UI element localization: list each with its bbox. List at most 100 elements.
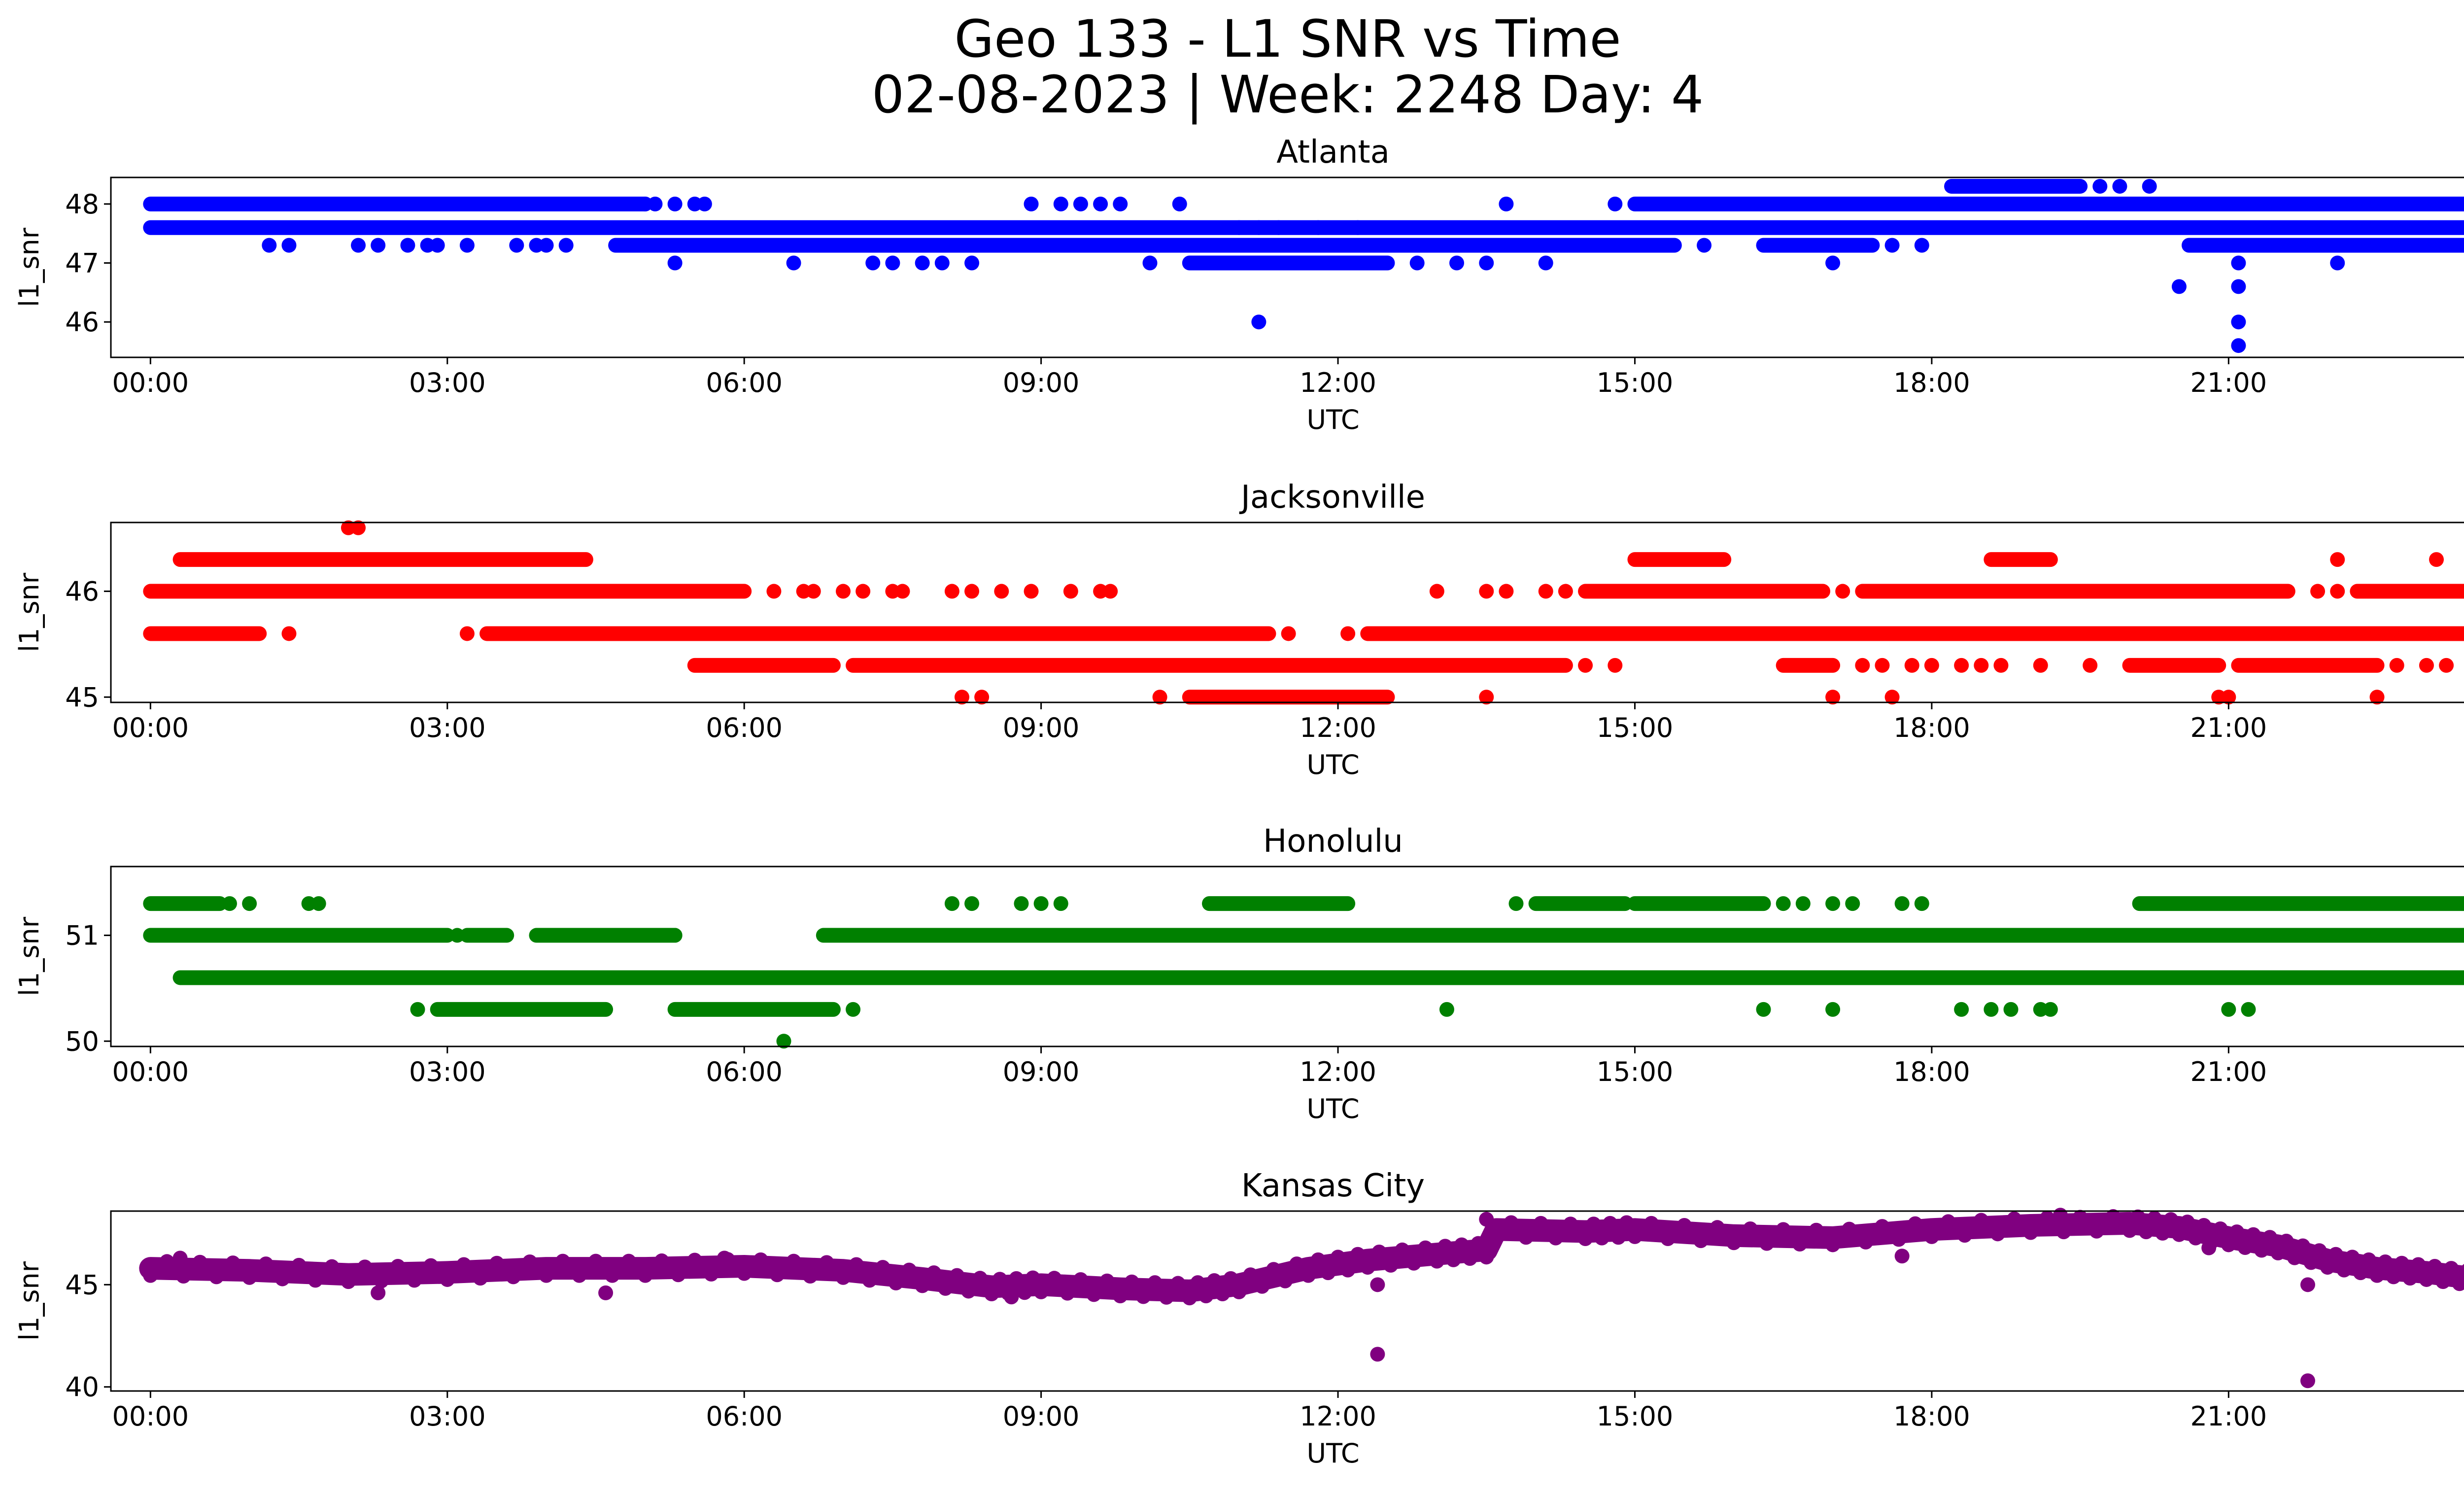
data-point [1047, 1271, 1062, 1286]
data-point [390, 1258, 406, 1274]
data-point [2262, 1230, 2277, 1245]
data-point [1406, 1255, 1421, 1271]
data-point [1429, 1253, 1444, 1269]
data-point [2389, 658, 2404, 673]
data-point [2171, 1227, 2187, 1242]
data-point [2246, 1227, 2261, 1242]
data-point [1340, 1262, 1356, 1278]
x-axis-label: UTC [1306, 1438, 1359, 1469]
data-point [1776, 896, 1791, 911]
data-point [172, 1251, 188, 1266]
data-point [766, 584, 782, 599]
data-point [1974, 658, 1989, 673]
data-point [1266, 1262, 1281, 1277]
data-point [1479, 255, 1494, 271]
data-point [1277, 1273, 1293, 1288]
data-point [687, 1252, 702, 1268]
data-marks [143, 178, 2464, 353]
data-point [2330, 552, 2345, 567]
data-point [2033, 658, 2048, 673]
data-point [1086, 1287, 1101, 1302]
data-point [1578, 1231, 1593, 1246]
data-point [849, 1257, 864, 1272]
data-point [1429, 584, 1444, 599]
data-point [262, 238, 277, 253]
data-point [1657, 970, 1672, 985]
data-point [1954, 1002, 1969, 1017]
y-tick-label: 45 [65, 682, 99, 713]
data-point [449, 928, 465, 943]
data-point [192, 1254, 207, 1270]
data-point [225, 1255, 240, 1271]
data-point [2188, 1230, 2203, 1246]
data-point [1608, 196, 1623, 211]
data-point [2229, 1224, 2245, 1240]
subplot-title: Honolulu [1263, 823, 1403, 860]
data-point [2320, 1260, 2335, 1275]
data-point [2394, 1255, 2409, 1271]
y-tick-label: 45 [65, 1269, 99, 1300]
y-axis-label: l1_snr [14, 916, 45, 996]
data-point [1370, 1347, 1385, 1362]
data-point [926, 1265, 942, 1281]
x-tick-label: 03:00 [409, 712, 486, 743]
data-point [1586, 1217, 1601, 1232]
data-point [1884, 238, 1900, 253]
data-point [2279, 1233, 2294, 1249]
data-point [954, 690, 969, 705]
data-point [2444, 1261, 2459, 1276]
data-point [994, 584, 1009, 599]
data-point [1845, 896, 1860, 911]
data-point [2300, 1277, 2315, 1292]
data-point [222, 896, 237, 911]
data-point [311, 896, 326, 911]
data-point [1743, 1221, 1758, 1236]
data-point [949, 1268, 964, 1283]
data-point [1608, 658, 1623, 673]
data-point [671, 1267, 686, 1283]
y-axis-label: l1_snr [14, 572, 45, 652]
data-point [1142, 255, 1158, 271]
data-point [1914, 896, 1929, 911]
data-point [1479, 1212, 1494, 1227]
x-tick-label: 09:00 [1003, 1056, 1080, 1087]
data-point [1025, 1270, 1040, 1286]
data-point [242, 1270, 257, 1285]
x-axis-label: UTC [1306, 1093, 1359, 1124]
data-point [972, 1271, 988, 1286]
data-point [717, 1251, 732, 1266]
y-tick-label: 51 [65, 920, 99, 951]
data-point [2171, 279, 2187, 294]
data-point [539, 238, 554, 253]
data-point [770, 1267, 785, 1283]
data-point [291, 1257, 307, 1273]
data-point [2112, 178, 2127, 194]
data-point [1454, 1237, 1470, 1252]
subplot-atlanta: Atlanta 00:00 03:00 06:00 09:00 12:00 15:00 18:… [14, 134, 2464, 435]
data-point [1499, 196, 1514, 211]
data-point [1073, 196, 1088, 211]
subplot-honolulu: Honolulu 00:00 03:00 06:00 09:00 12:00 15:00 18… [14, 823, 2464, 1124]
data-point [2419, 1272, 2434, 1287]
data-point [654, 1253, 669, 1268]
data-point [2083, 658, 2098, 673]
data-point [2056, 1224, 2071, 1240]
data-point [1017, 1285, 1032, 1300]
axes-frame [110, 522, 2464, 703]
x-tick-label: 06:00 [706, 1401, 783, 1432]
data-point [1152, 690, 1167, 705]
data-point [895, 584, 910, 599]
x-tick-label: 15:00 [1597, 712, 1674, 743]
x-axis-label: UTC [1306, 749, 1359, 780]
data-point [1792, 1237, 1808, 1252]
data-point [2427, 1258, 2442, 1274]
data-point [400, 238, 415, 253]
data-point [2336, 1262, 2352, 1278]
data-point [1103, 584, 1118, 599]
data-point [2330, 584, 2345, 599]
data-point [1697, 238, 1712, 253]
x-tick-label: 00:00 [112, 1056, 189, 1087]
x-tick-label: 00:00 [112, 712, 189, 743]
y-tick-label: 48 [65, 189, 99, 220]
data-point [281, 238, 297, 253]
